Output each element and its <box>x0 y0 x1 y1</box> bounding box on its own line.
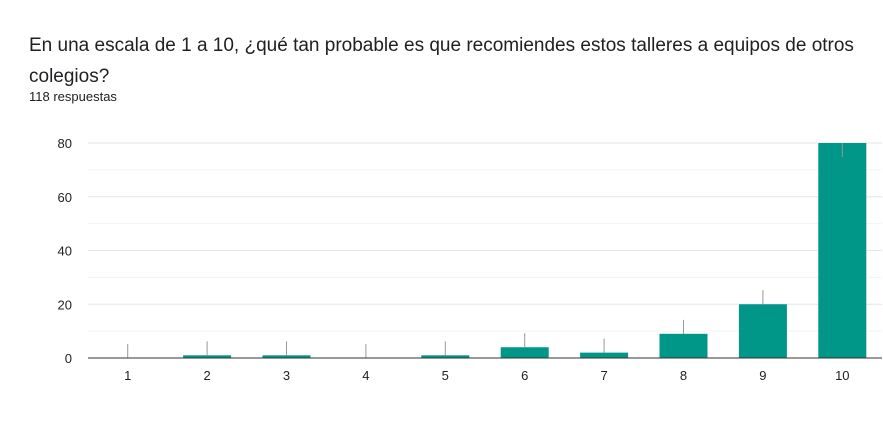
x-tick-label: 1 <box>124 368 131 383</box>
bar <box>262 355 311 358</box>
response-count: 118 respuestas <box>29 89 117 104</box>
question-title: En una escala de 1 a 10, ¿qué tan probab… <box>29 35 854 87</box>
y-tick-label: 80 <box>58 136 72 151</box>
bar <box>738 304 787 358</box>
x-tick-label: 3 <box>283 368 290 383</box>
x-tick-label: 10 <box>835 368 849 383</box>
x-tick-label: 5 <box>442 368 449 383</box>
bar <box>421 355 470 358</box>
y-tick-label: 20 <box>58 297 72 312</box>
x-tick-label: 7 <box>600 368 607 383</box>
bar <box>500 347 549 358</box>
x-tick-label: 9 <box>759 368 766 383</box>
y-tick-label: 40 <box>58 244 72 259</box>
x-tick-label: 4 <box>362 368 369 383</box>
y-tick-label: 60 <box>58 190 72 205</box>
bar <box>818 143 867 358</box>
x-tick-label: 8 <box>680 368 687 383</box>
bar <box>183 355 232 358</box>
x-tick-label: 6 <box>521 368 528 383</box>
y-tick-label: 0 <box>65 351 72 366</box>
bar <box>659 333 708 358</box>
bar <box>580 352 629 358</box>
x-tick-label: 2 <box>203 368 210 383</box>
